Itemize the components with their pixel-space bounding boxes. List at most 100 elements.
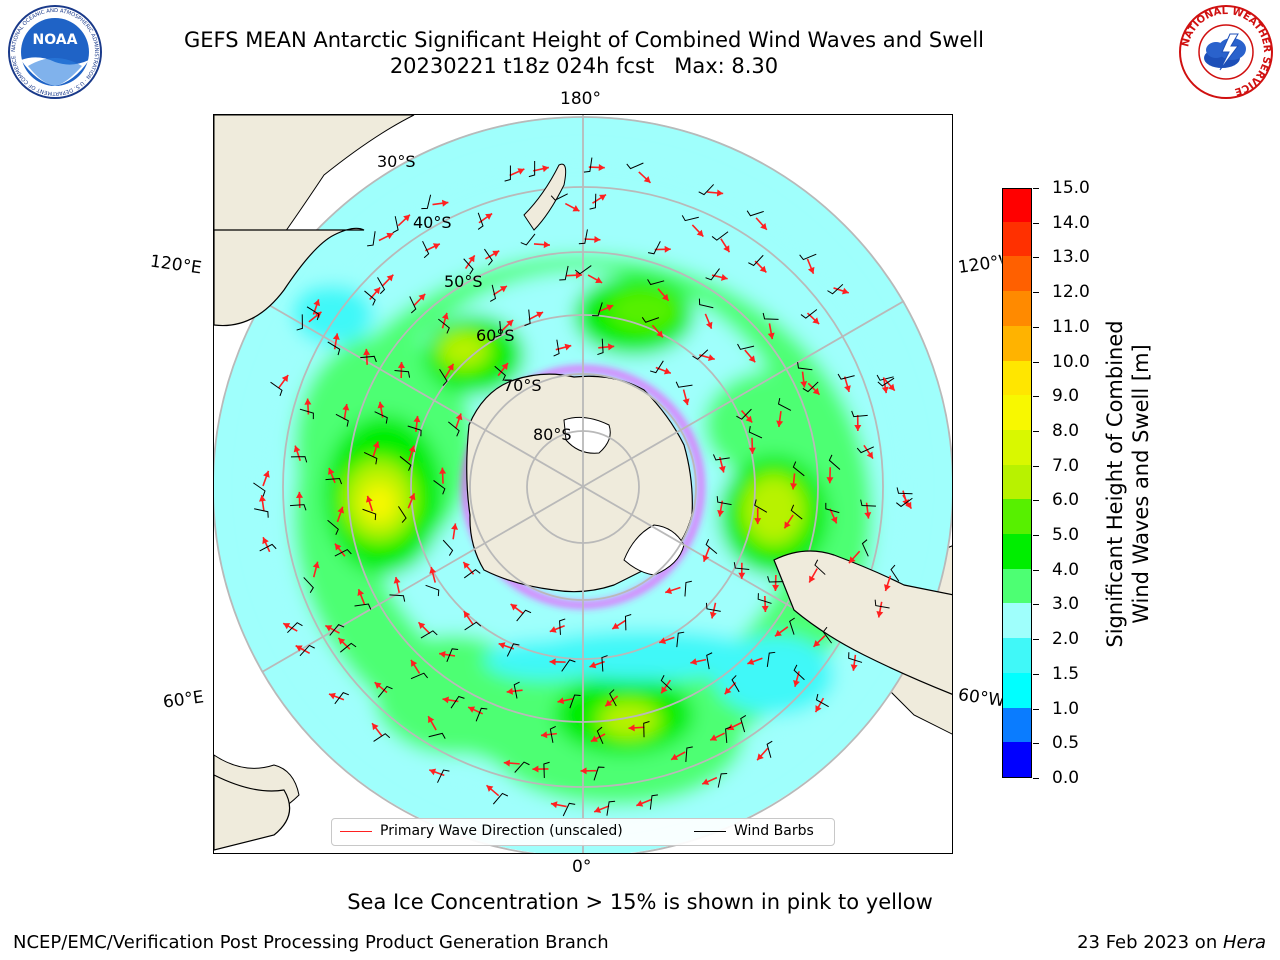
map-canvas: 30°S 40°S 50°S 60°S 70°S 80°S xyxy=(214,115,952,853)
wave-direction-arrow xyxy=(374,681,388,694)
colorbar-segment xyxy=(1003,429,1031,465)
wind-barb xyxy=(306,306,320,321)
wind-barb xyxy=(340,642,357,653)
wave-direction-arrow xyxy=(565,271,582,279)
footer-date: 23 Feb 2023 on Hera xyxy=(1077,932,1266,953)
wind-barb xyxy=(392,216,399,234)
chart-subtitle: 20230221 t18z 024h fcst Max: 8.30 xyxy=(389,54,779,78)
lon-label-60w: 60°W xyxy=(956,685,1004,711)
wind-barb xyxy=(327,341,341,356)
colorbar-tick-label: 1.5 xyxy=(1052,663,1080,684)
wave-direction-arrow xyxy=(532,765,549,773)
lon-label-120w: 120°W xyxy=(956,252,1004,278)
wave-direction-arrow xyxy=(342,403,350,420)
lat-label-50s: 50°S xyxy=(444,272,483,291)
wind-barb xyxy=(506,643,520,657)
wave-direction-arrow xyxy=(883,378,896,392)
wave-direction-arrow xyxy=(807,382,821,396)
wind-barb xyxy=(890,564,900,582)
wind-barb xyxy=(394,370,411,378)
wind-barb xyxy=(299,644,315,657)
wave-direction-arrow xyxy=(854,414,862,431)
wind-barb xyxy=(433,480,446,495)
wind-barb xyxy=(528,160,536,178)
wave-direction-arrow xyxy=(863,444,874,459)
colorbar-tick-mark xyxy=(1033,569,1039,571)
wave-direction-arrow xyxy=(654,245,671,253)
wind-barb xyxy=(303,577,314,594)
australia xyxy=(214,227,365,327)
wave-direction-arrow xyxy=(357,588,366,605)
colorbar-tick-mark xyxy=(1033,257,1039,259)
wave-direction-arrow xyxy=(709,732,725,741)
wind-barb xyxy=(422,240,430,259)
wind-barb xyxy=(643,721,650,738)
wave-direction-arrow xyxy=(682,389,690,406)
wave-direction-arrow xyxy=(724,681,737,695)
colorbar-segment xyxy=(1003,325,1031,361)
graticule xyxy=(214,115,952,853)
wind-barb xyxy=(335,413,349,427)
wind-barb xyxy=(793,664,805,681)
wind-barb xyxy=(733,562,750,570)
colorbar-segment xyxy=(1003,464,1031,500)
wind-barb xyxy=(259,543,277,552)
wind-barb xyxy=(389,594,406,602)
colorbar-segment xyxy=(1003,741,1031,777)
wind-barb xyxy=(766,651,776,668)
wind-barb xyxy=(692,349,709,360)
wind-barb xyxy=(504,165,511,182)
wave-direction-arrow xyxy=(812,635,826,648)
wave-direction-arrow xyxy=(744,349,756,363)
wave-direction-arrow xyxy=(262,470,270,487)
wind-barb xyxy=(660,675,672,691)
wave-direction-arrow xyxy=(259,495,266,512)
wind-barb xyxy=(789,617,795,635)
wind-barb xyxy=(799,253,817,261)
wave-direction-arrow xyxy=(371,722,383,737)
wind-barb xyxy=(877,377,895,387)
wind-barb xyxy=(861,539,869,557)
colorbar-tick-mark xyxy=(1033,604,1039,606)
wave-direction-arrow xyxy=(660,679,672,694)
wind-barb xyxy=(437,769,450,783)
wind-barb xyxy=(354,603,372,610)
wind-barb xyxy=(876,374,894,381)
wind-barb xyxy=(822,626,833,644)
wave-direction-arrow xyxy=(776,410,784,428)
colorbar-segment xyxy=(1003,533,1031,569)
wave-direction-arrow xyxy=(328,467,336,484)
wave-direction-arrow xyxy=(451,523,459,540)
wind-barb xyxy=(484,248,493,266)
wave-direction-arrow xyxy=(748,437,756,454)
wave-direction-arrow xyxy=(455,413,463,429)
wind-barb xyxy=(561,659,576,672)
wind-barb xyxy=(360,355,377,363)
wind-barb xyxy=(477,212,484,230)
legend-primary-wave: Primary Wave Direction (unscaled) xyxy=(340,823,623,839)
wave-direction-arrow xyxy=(441,312,449,329)
colorbar-segment xyxy=(1003,637,1031,673)
wind-barb xyxy=(597,338,604,356)
wind-barb xyxy=(797,362,813,371)
wind-barb xyxy=(737,343,755,350)
map-panel: 30°S 40°S 50°S 60°S 70°S 80°S xyxy=(213,114,953,854)
wave-direction-arrow xyxy=(429,566,437,583)
wave-direction-arrow xyxy=(262,536,271,553)
wave-direction-arrow xyxy=(509,168,525,177)
wave-direction-arrow xyxy=(336,506,345,523)
wave-direction-arrow xyxy=(533,165,550,173)
wind-barb xyxy=(494,365,506,381)
wave-direction-arrow xyxy=(410,659,421,674)
colorbar-tick-label: 15.0 xyxy=(1052,178,1090,198)
sea-ice-note: Sea Ice Concentration > 15% is shown in … xyxy=(347,890,933,914)
wave-direction-arrow xyxy=(378,232,394,242)
colorbar-segment xyxy=(1003,707,1031,743)
legend-wind-barbs-label: Wind Barbs xyxy=(734,823,814,839)
wind-barb xyxy=(815,693,829,708)
noaa-logo-text: NOAA xyxy=(33,32,78,48)
colorbar-tick-label: 14.0 xyxy=(1052,212,1090,233)
wave-direction-arrow xyxy=(580,767,597,775)
colorbar-tick-mark xyxy=(1033,639,1039,641)
wind-barb xyxy=(377,277,386,295)
